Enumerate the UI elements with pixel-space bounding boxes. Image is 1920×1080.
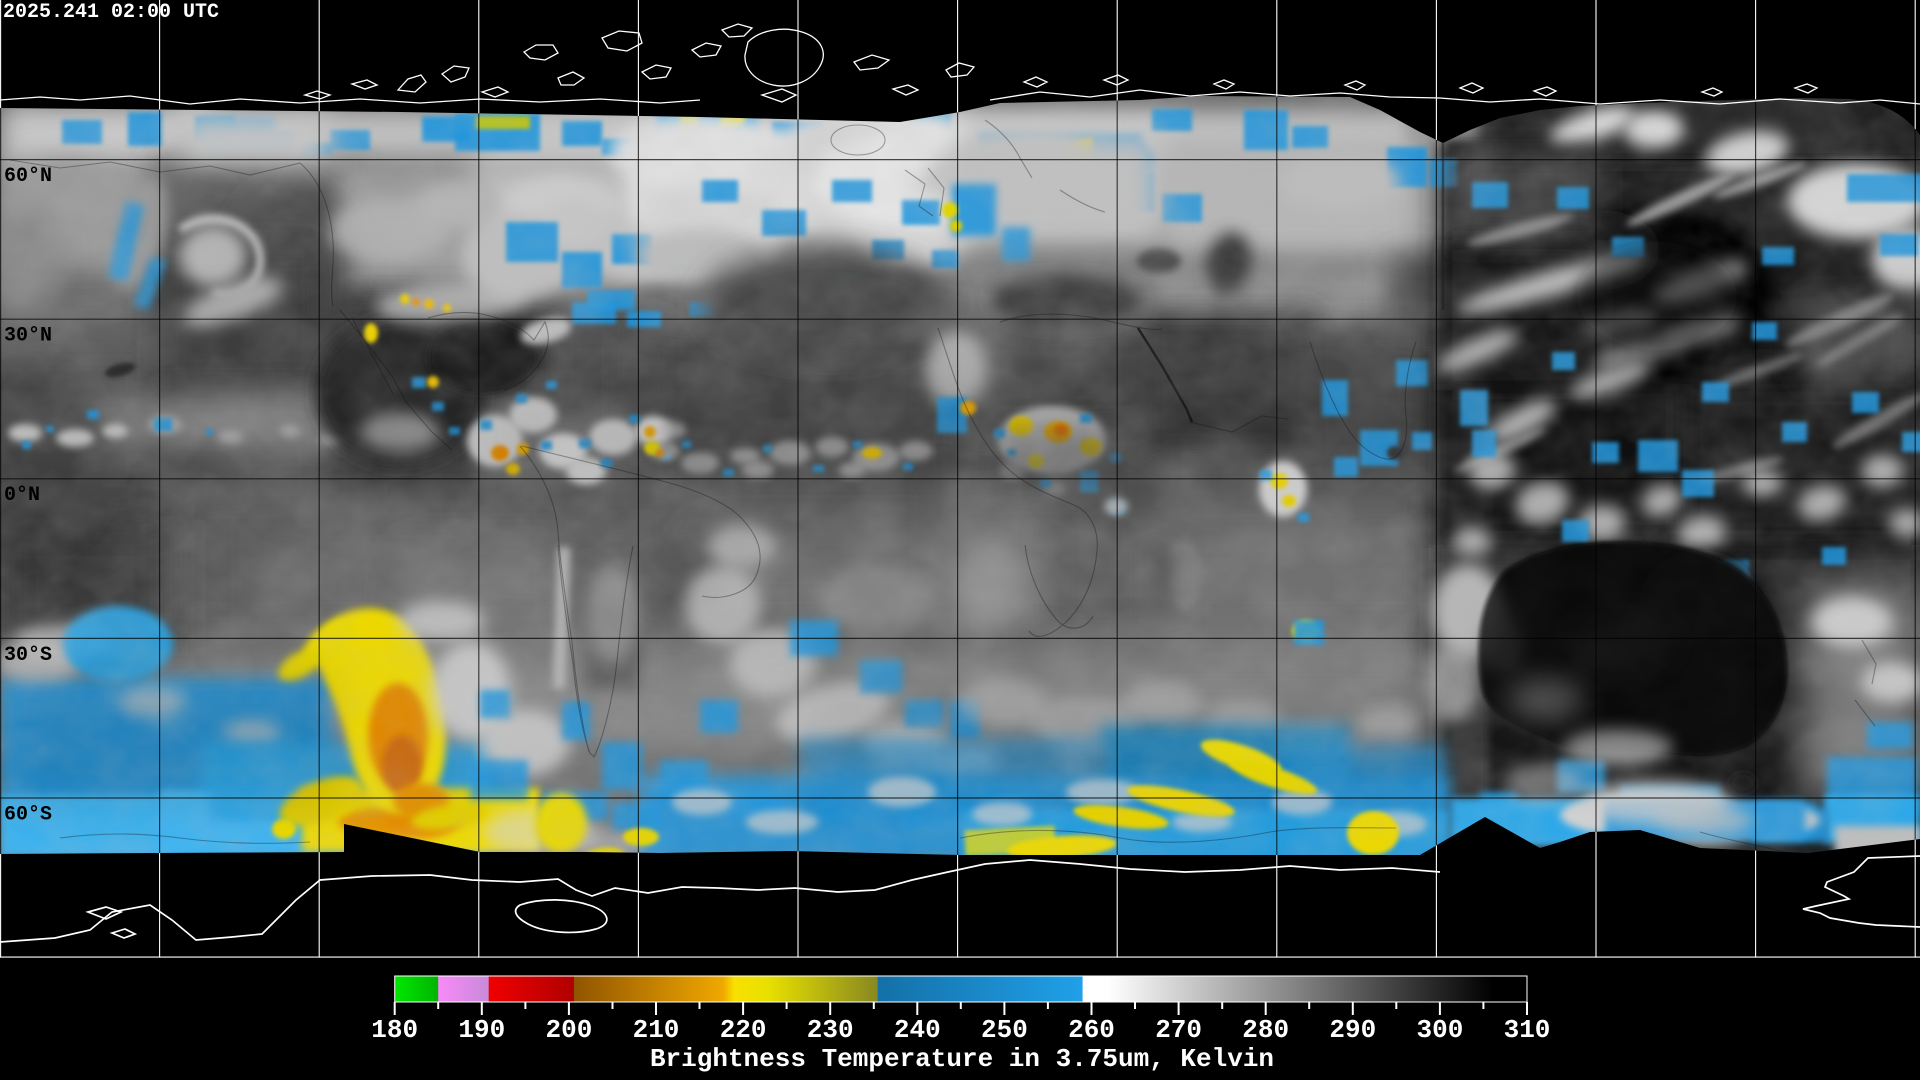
svg-text:260: 260: [1068, 1015, 1115, 1045]
svg-text:220: 220: [720, 1015, 767, 1045]
svg-text:30°N: 30°N: [4, 325, 52, 348]
svg-text:280: 280: [1242, 1015, 1289, 1045]
svg-text:60°S: 60°S: [4, 803, 52, 826]
svg-text:30°S: 30°S: [4, 644, 52, 667]
svg-text:310: 310: [1504, 1015, 1551, 1045]
svg-text:240: 240: [894, 1015, 941, 1045]
svg-text:200: 200: [545, 1015, 592, 1045]
svg-text:Brightness Temperature in 3.75: Brightness Temperature in 3.75um, Kelvin: [650, 1044, 1274, 1074]
svg-text:2025.241 02:00 UTC: 2025.241 02:00 UTC: [3, 1, 219, 24]
svg-text:0°N: 0°N: [4, 484, 40, 507]
svg-text:230: 230: [807, 1015, 854, 1045]
svg-text:300: 300: [1416, 1015, 1463, 1045]
svg-text:290: 290: [1329, 1015, 1376, 1045]
svg-text:180: 180: [371, 1015, 418, 1045]
svg-text:270: 270: [1155, 1015, 1202, 1045]
svg-text:250: 250: [981, 1015, 1028, 1045]
svg-text:190: 190: [458, 1015, 505, 1045]
svg-text:60°N: 60°N: [4, 165, 52, 188]
svg-text:210: 210: [633, 1015, 680, 1045]
